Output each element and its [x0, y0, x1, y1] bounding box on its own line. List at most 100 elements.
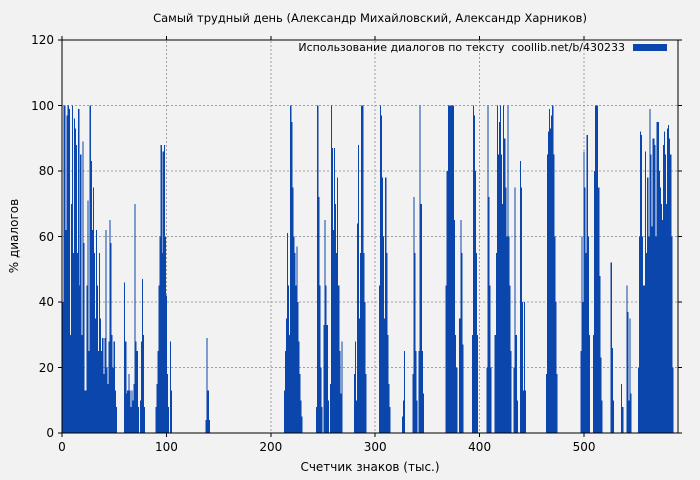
bar [475, 252, 478, 433]
bar [593, 171, 596, 433]
bar [556, 374, 558, 433]
bar [474, 171, 477, 433]
bar [501, 154, 503, 433]
bar [163, 144, 165, 434]
bar [167, 406, 170, 433]
bar [637, 367, 639, 433]
bar [502, 203, 504, 433]
bar [325, 285, 327, 433]
bar [388, 383, 390, 433]
bar [166, 374, 169, 433]
bar [580, 351, 582, 433]
bar [104, 338, 106, 433]
bar [75, 128, 77, 434]
y-tick-label: 0 [46, 426, 54, 440]
bar [659, 187, 661, 433]
bar [523, 302, 526, 433]
bar [337, 177, 339, 433]
bar [459, 318, 461, 433]
bar [364, 302, 366, 433]
legend-swatch-icon [633, 44, 667, 51]
bar [158, 285, 160, 433]
bar [100, 318, 102, 433]
bar [64, 105, 66, 433]
bar [73, 118, 76, 433]
bar [447, 105, 449, 433]
bar [506, 236, 508, 433]
x-tick-label: 500 [572, 440, 596, 454]
bar [654, 144, 656, 434]
bar [299, 374, 301, 433]
bar [445, 285, 447, 433]
bar [321, 406, 323, 433]
bar [324, 220, 326, 433]
bar [587, 236, 589, 433]
y-tick-label: 60 [38, 229, 54, 244]
bar [610, 262, 612, 433]
bar [330, 105, 332, 433]
bar [319, 285, 321, 433]
bar [135, 341, 137, 433]
bar [323, 324, 325, 433]
bar [291, 121, 293, 433]
bar [419, 105, 421, 433]
bar [286, 233, 289, 433]
bar [628, 400, 630, 433]
x-tick-label: 100 [154, 440, 178, 454]
bar [656, 121, 658, 433]
bar [126, 393, 128, 433]
bar [652, 138, 654, 433]
bar [130, 406, 132, 433]
bar [387, 334, 389, 433]
bar [164, 236, 166, 433]
bar [284, 351, 287, 433]
bar [316, 406, 318, 433]
bar [108, 341, 110, 433]
bar [99, 252, 101, 433]
bar [582, 302, 584, 433]
bar [667, 128, 669, 434]
bar [496, 105, 498, 433]
x-tick-label: 200 [259, 440, 283, 454]
bar [554, 236, 556, 433]
bar [103, 374, 105, 433]
bar [283, 390, 285, 433]
bar [384, 318, 386, 433]
bar [462, 344, 464, 433]
bar [549, 108, 551, 434]
bar [156, 383, 158, 433]
bar [639, 131, 642, 433]
bar [629, 318, 631, 433]
bar [460, 220, 462, 433]
bar [551, 115, 553, 433]
bar [143, 406, 146, 433]
bar [84, 390, 86, 433]
bar [62, 302, 64, 433]
bar [87, 200, 89, 433]
bar [583, 151, 585, 433]
bar [412, 374, 414, 433]
bar [420, 203, 422, 433]
bar [339, 351, 341, 433]
bar [446, 171, 448, 433]
bar [627, 311, 629, 433]
bar [510, 351, 512, 433]
bar [662, 144, 664, 434]
y-tick-label: 100 [31, 98, 54, 113]
bar [513, 367, 515, 433]
bar [86, 285, 88, 433]
bar [473, 115, 476, 433]
bar [415, 351, 417, 433]
bar [131, 390, 133, 433]
bar [83, 243, 85, 433]
bar [622, 406, 624, 433]
bar [378, 285, 380, 433]
bar [494, 334, 496, 433]
bar [599, 275, 601, 433]
bar [498, 121, 501, 433]
bar [504, 138, 506, 433]
bar [140, 341, 142, 433]
bar [78, 108, 80, 434]
bar [294, 252, 296, 433]
bar [340, 393, 342, 433]
